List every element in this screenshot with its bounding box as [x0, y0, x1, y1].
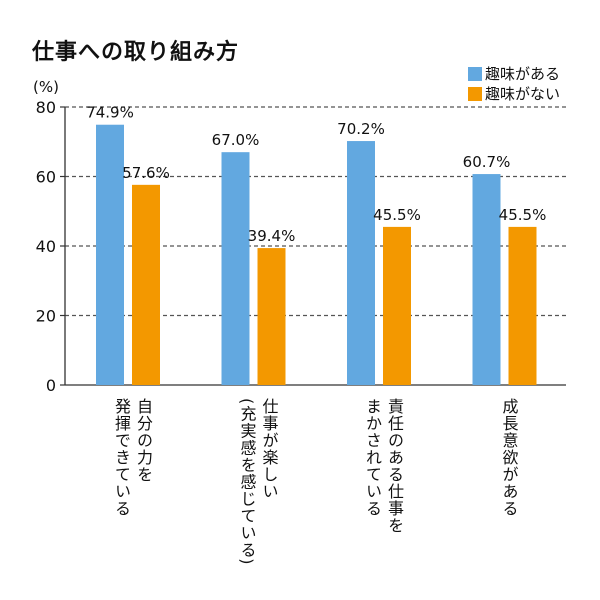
data-label: 60.7% — [463, 153, 511, 171]
data-label: 39.4% — [248, 227, 296, 245]
x-category-label: 仕事が楽しい (充実感を感じている) — [237, 398, 279, 566]
bar — [257, 248, 286, 385]
data-label: 57.6% — [122, 164, 170, 182]
bar — [96, 124, 124, 385]
chart-title: 仕事への取り組み方 — [32, 40, 240, 65]
legend-swatch — [468, 66, 482, 81]
x-category-label: 自分の力を 発揮できている — [112, 398, 153, 517]
legend-item-without-hobby: 趣味がない — [468, 83, 560, 104]
y-tick-label: 0 — [46, 376, 56, 395]
data-label: 45.5% — [499, 206, 547, 224]
y-axis-unit: (%) — [33, 78, 59, 96]
legend-item-with-hobby: 趣味がある — [468, 63, 560, 84]
legend-label: 趣味がない — [485, 85, 561, 103]
y-tick-label: 40 — [36, 237, 56, 256]
bar — [132, 184, 160, 385]
legend-label: 趣味がある — [485, 65, 561, 83]
bar — [383, 226, 411, 385]
data-label: 74.9% — [86, 104, 134, 122]
legend-swatch — [468, 86, 482, 101]
bar — [347, 141, 375, 385]
bar — [472, 174, 501, 385]
data-label: 45.5% — [373, 206, 421, 224]
bar — [508, 226, 537, 385]
y-tick-label: 60 — [36, 168, 56, 187]
x-category-label: 成長意欲がある — [499, 398, 519, 517]
bar — [221, 152, 250, 385]
y-tick-label: 80 — [36, 98, 56, 117]
y-tick-label: 20 — [36, 307, 56, 326]
x-category-label: 責任のある仕事を まかされている — [363, 398, 404, 534]
data-label: 67.0% — [212, 131, 260, 149]
data-label: 70.2% — [337, 120, 385, 138]
